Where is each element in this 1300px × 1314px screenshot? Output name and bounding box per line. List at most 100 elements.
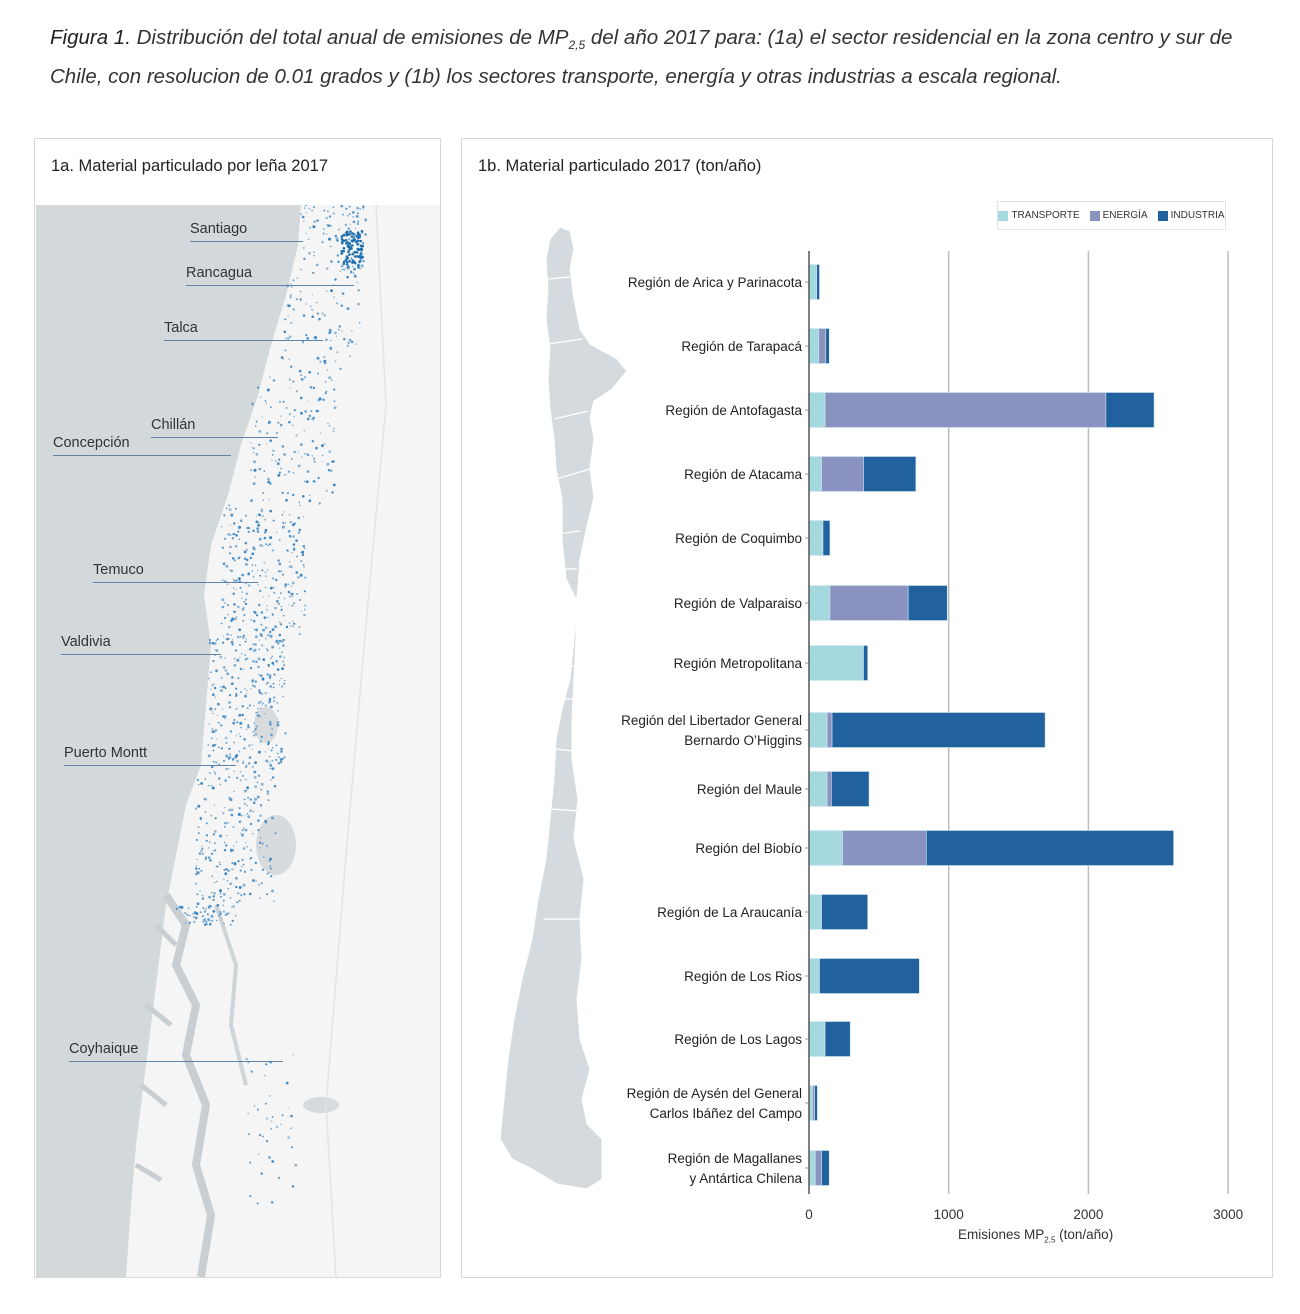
emission-dot bbox=[213, 686, 217, 690]
emission-dot bbox=[262, 658, 266, 661]
emission-dot bbox=[205, 834, 208, 837]
emission-dot bbox=[352, 220, 356, 224]
emission-dot bbox=[250, 1070, 253, 1073]
emission-dot bbox=[252, 801, 256, 805]
emission-dot bbox=[226, 672, 230, 676]
emission-dot bbox=[210, 671, 212, 674]
emission-dot bbox=[302, 340, 304, 343]
emission-dot bbox=[222, 878, 225, 881]
emission-dot bbox=[265, 543, 267, 545]
emission-dot bbox=[218, 862, 221, 864]
emission-dot bbox=[340, 304, 343, 307]
emission-dot bbox=[280, 592, 282, 594]
emission-dot bbox=[250, 688, 252, 690]
emission-dot bbox=[259, 837, 262, 839]
emission-dot bbox=[196, 893, 199, 896]
bar-segment-transporte bbox=[808, 958, 820, 994]
emission-dot bbox=[305, 232, 307, 235]
emission-dot bbox=[364, 218, 367, 221]
emission-dot bbox=[352, 265, 354, 268]
category-label: Región de Arica y Parinacota bbox=[628, 275, 803, 290]
emission-dot bbox=[207, 918, 211, 921]
emission-dot bbox=[332, 483, 336, 487]
emission-dot bbox=[326, 369, 329, 371]
emission-dot bbox=[257, 521, 260, 524]
emission-dot bbox=[226, 633, 229, 636]
emission-dot bbox=[260, 735, 263, 738]
emission-dot bbox=[356, 206, 359, 210]
emission-dot bbox=[222, 910, 226, 913]
emission-dot bbox=[202, 907, 205, 910]
emission-dot bbox=[304, 608, 306, 611]
emission-dot bbox=[270, 705, 273, 709]
emission-dot bbox=[252, 619, 256, 623]
emission-dot bbox=[360, 229, 364, 233]
emission-dot bbox=[184, 922, 187, 924]
emission-dot bbox=[201, 915, 204, 918]
emission-dot bbox=[235, 579, 238, 582]
emission-dot bbox=[325, 267, 329, 270]
emission-dot bbox=[247, 796, 249, 799]
emission-dot bbox=[246, 812, 249, 815]
emission-dot bbox=[231, 676, 234, 679]
emission-dot bbox=[292, 308, 295, 311]
emission-dot bbox=[292, 535, 295, 538]
emission-dot bbox=[277, 710, 279, 712]
emission-dot bbox=[212, 910, 215, 913]
emission-dot bbox=[289, 596, 291, 598]
emission-dot bbox=[277, 473, 281, 477]
emission-dot bbox=[276, 720, 280, 724]
emission-dot bbox=[238, 628, 242, 632]
emission-dot bbox=[256, 1108, 259, 1111]
emission-dot bbox=[293, 622, 296, 625]
emission-dot bbox=[267, 799, 270, 802]
city-leader-line bbox=[164, 340, 323, 341]
emission-dot bbox=[212, 749, 215, 752]
emission-dot bbox=[243, 802, 246, 805]
emission-dot bbox=[298, 501, 301, 504]
emission-dot bbox=[241, 597, 243, 599]
emission-dot bbox=[254, 861, 257, 865]
emission-dot bbox=[243, 789, 247, 793]
emission-dot bbox=[266, 1140, 269, 1143]
emission-dot bbox=[281, 651, 283, 654]
city-leader-line bbox=[69, 1061, 283, 1062]
emission-dot bbox=[346, 275, 349, 279]
emission-dot bbox=[271, 645, 274, 649]
emission-dot bbox=[351, 261, 354, 264]
emission-dot bbox=[356, 281, 359, 284]
emission-dot bbox=[235, 754, 239, 757]
emission-dot bbox=[284, 318, 287, 321]
emission-dot bbox=[265, 648, 268, 650]
emission-dot bbox=[220, 622, 223, 625]
emission-dot bbox=[327, 226, 329, 228]
emission-dot bbox=[231, 862, 233, 864]
emission-dot bbox=[328, 215, 332, 218]
emission-dot bbox=[256, 1202, 259, 1205]
emission-dot bbox=[289, 521, 292, 524]
emission-dot bbox=[280, 570, 283, 573]
emission-dot bbox=[260, 611, 264, 614]
emission-dot bbox=[290, 1114, 293, 1118]
emission-dot bbox=[361, 253, 364, 255]
emission-dot bbox=[323, 355, 326, 358]
emission-dot bbox=[225, 754, 229, 758]
emission-dot bbox=[224, 779, 227, 782]
emission-dot bbox=[309, 305, 312, 308]
emission-dot bbox=[201, 845, 203, 848]
emission-dot bbox=[279, 758, 283, 761]
emission-dot bbox=[290, 594, 294, 597]
emission-dot bbox=[220, 895, 222, 898]
emission-dot bbox=[246, 845, 248, 848]
emission-dot bbox=[212, 898, 215, 902]
emission-dot bbox=[265, 759, 269, 763]
emission-dot bbox=[251, 684, 254, 687]
emission-dot bbox=[212, 833, 215, 836]
emission-dot bbox=[207, 784, 210, 787]
emission-dot bbox=[293, 522, 297, 525]
emission-dot bbox=[210, 891, 213, 894]
emission-dot bbox=[278, 647, 281, 649]
emission-dot bbox=[233, 718, 236, 722]
bar-segment-transporte bbox=[808, 585, 831, 621]
emission-dot bbox=[318, 317, 321, 321]
